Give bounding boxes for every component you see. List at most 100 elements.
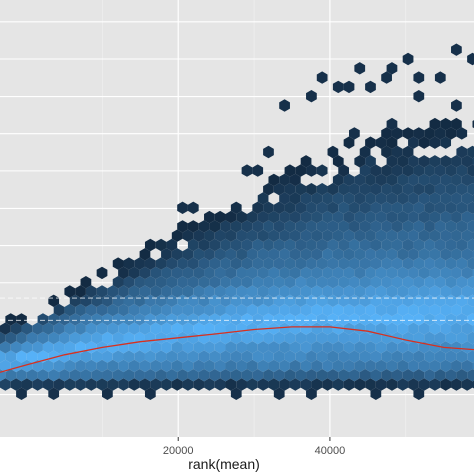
hexbin-cell-sparse — [306, 387, 317, 400]
hexbin-cell — [408, 378, 419, 391]
hexbin-cell — [155, 276, 167, 289]
hexbin-cell — [204, 322, 215, 335]
hexbin-cell — [354, 303, 366, 317]
hexbin-cell — [316, 331, 328, 345]
hexbin-cell — [16, 331, 27, 345]
hexbin-cell — [187, 350, 199, 363]
hexbin-cell — [279, 322, 290, 335]
hexbin-cell — [349, 257, 360, 270]
hexbin-cell — [295, 238, 307, 252]
hexbin-cell — [182, 266, 194, 280]
hexbin-cell — [91, 350, 103, 363]
hexbin-cell — [161, 359, 172, 373]
hexbin-cell — [413, 238, 425, 252]
hexbin-cell — [166, 350, 178, 363]
hexbin-cell — [241, 238, 253, 252]
hexbin-cell — [171, 322, 183, 335]
hexbin-cell — [445, 369, 457, 382]
hexbin-cell — [16, 369, 27, 382]
hexbin-cell — [220, 276, 231, 289]
hexbin-cell — [434, 164, 446, 177]
hexbin-cell — [306, 220, 317, 233]
hexbin-cell — [279, 303, 290, 317]
hexbin-cell — [434, 331, 446, 345]
hexbin-cell — [440, 210, 452, 224]
hexbin-cell — [279, 285, 290, 298]
hexbin-cell — [295, 331, 307, 345]
hexbin-cell — [418, 248, 430, 261]
hexbin-cell — [128, 378, 140, 391]
hexbin-cell — [252, 331, 264, 345]
hexbin-cell — [306, 201, 317, 214]
hexbin-cell — [343, 378, 355, 391]
hexbin-cell — [5, 313, 17, 326]
hexbin-cell — [80, 276, 92, 289]
hexbin-cell — [338, 331, 350, 345]
hexbin-cell — [246, 341, 258, 354]
hexbin-cell — [386, 378, 398, 391]
hexbin-cell — [461, 192, 473, 205]
hexbin-cell — [440, 285, 452, 298]
hexbin-cell — [171, 303, 183, 317]
hexbin-cell — [311, 322, 323, 335]
hexbin-cell — [375, 248, 387, 261]
hexbin-cell-sparse — [332, 80, 344, 94]
hexbin-cell — [332, 341, 344, 354]
hexbin-cell — [413, 201, 425, 214]
hexbin-cell — [150, 359, 162, 373]
hexbin-cell — [214, 248, 226, 261]
hexbin-cell — [48, 331, 60, 345]
hexbin-cell — [0, 359, 11, 373]
hexbin-cell — [96, 359, 108, 373]
hexbin-cell — [171, 229, 183, 242]
hexbin-cell — [225, 303, 237, 317]
hexbin-cell — [204, 285, 215, 298]
hexbin-cell — [413, 164, 425, 177]
hexbin-cell-sparse — [413, 387, 425, 400]
hexbin-cell — [375, 192, 387, 205]
hexbin-cell — [322, 303, 333, 317]
hexbin-cell — [300, 285, 312, 298]
hexbin-cell — [252, 220, 264, 233]
hexbin-cell-sparse — [386, 62, 398, 75]
hexbin-cell — [391, 350, 403, 363]
hexbin-cell-sparse — [16, 387, 27, 400]
hexbin-cell — [359, 201, 371, 214]
hexbin-cell — [209, 313, 221, 326]
hexbin-cell — [322, 322, 333, 335]
hexbin-cell — [327, 350, 339, 363]
hexbin-cell — [144, 257, 156, 270]
hexbin-cell — [295, 220, 307, 233]
hexbin-cell — [343, 359, 355, 373]
hexbin-cell — [397, 173, 409, 187]
hexbin-cell — [461, 341, 473, 354]
hexbin-cell — [456, 201, 468, 214]
hexbin-cell — [123, 313, 135, 326]
hexbin-cell — [381, 127, 392, 140]
hexbin-cell — [365, 229, 376, 242]
hexbin-cell — [365, 173, 376, 187]
hexbin-cell — [150, 303, 162, 317]
hexbin-cell — [128, 285, 140, 298]
hexbin-cell — [375, 285, 387, 298]
hexbin-cell — [171, 378, 183, 391]
hexbin-cell — [322, 266, 333, 280]
hexbin-cell — [289, 378, 301, 391]
hexbin-cell — [451, 285, 462, 298]
hexbin-cell — [300, 229, 312, 242]
hexbin-cell — [349, 238, 360, 252]
hexbin-cell — [375, 266, 387, 280]
hexbin-cell — [332, 378, 344, 391]
hexbin-cell — [467, 220, 474, 233]
hexbin-cell — [386, 248, 398, 261]
hexbin-cell — [225, 285, 237, 298]
hexbin-cell — [80, 350, 92, 363]
hexbin-cell — [128, 322, 140, 335]
hexbin-cell — [418, 173, 430, 187]
hexbin-cell — [365, 285, 376, 298]
hexbin-cell — [268, 266, 280, 280]
hexbin-cell — [375, 378, 387, 391]
hexbin-cell — [354, 210, 366, 224]
